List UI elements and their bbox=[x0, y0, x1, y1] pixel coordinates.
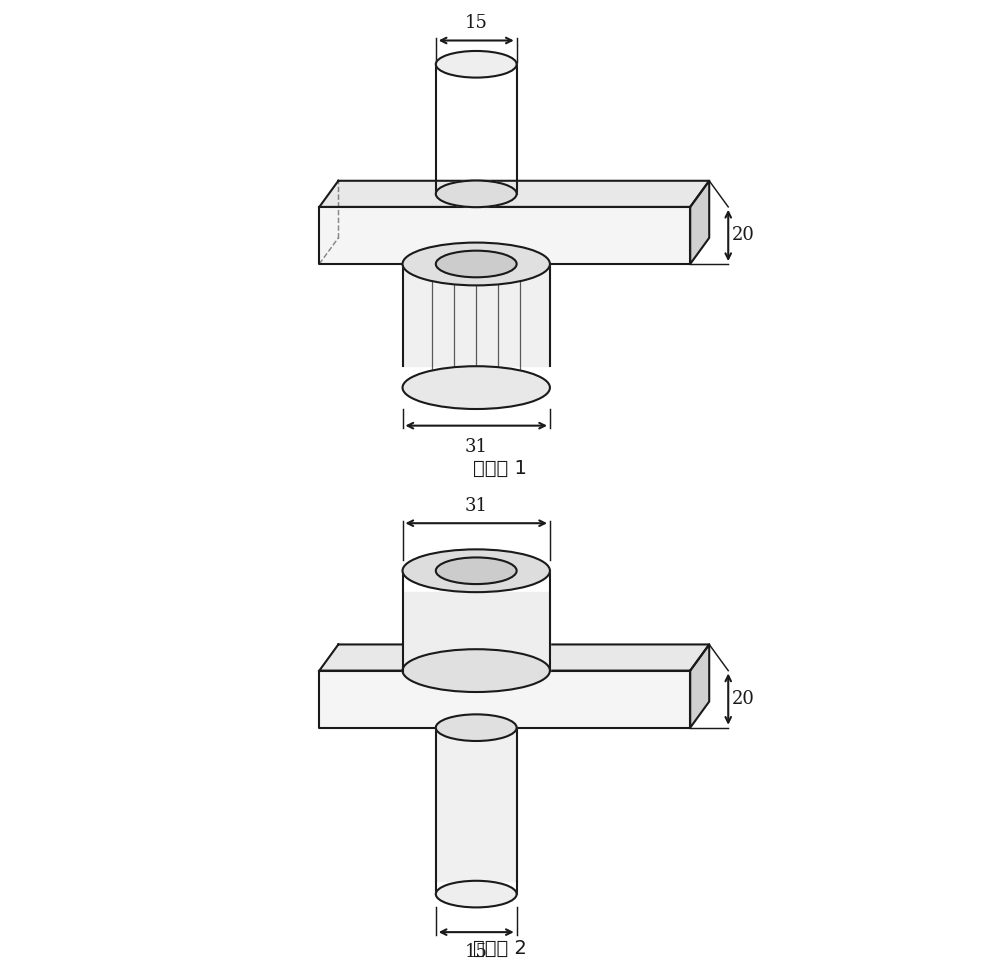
Text: 20: 20 bbox=[732, 691, 755, 708]
Ellipse shape bbox=[403, 549, 550, 592]
Text: 剥视图 1: 剥视图 1 bbox=[473, 459, 527, 478]
Polygon shape bbox=[319, 671, 690, 728]
Polygon shape bbox=[403, 592, 550, 671]
Text: 31: 31 bbox=[465, 497, 488, 514]
Ellipse shape bbox=[403, 243, 550, 285]
Polygon shape bbox=[319, 206, 690, 264]
Ellipse shape bbox=[436, 880, 517, 908]
Polygon shape bbox=[690, 181, 709, 264]
Text: 31: 31 bbox=[465, 437, 488, 456]
Text: 剥视图 2: 剥视图 2 bbox=[473, 939, 527, 958]
Ellipse shape bbox=[436, 557, 517, 584]
Ellipse shape bbox=[403, 366, 550, 409]
Ellipse shape bbox=[436, 51, 517, 78]
Text: 15: 15 bbox=[465, 943, 488, 960]
Ellipse shape bbox=[436, 250, 517, 278]
Ellipse shape bbox=[436, 180, 517, 207]
Ellipse shape bbox=[403, 650, 550, 692]
Polygon shape bbox=[319, 181, 709, 206]
Text: 15: 15 bbox=[465, 14, 488, 32]
Ellipse shape bbox=[436, 714, 517, 741]
Polygon shape bbox=[690, 645, 709, 728]
Text: 20: 20 bbox=[732, 226, 755, 244]
Polygon shape bbox=[403, 264, 550, 366]
Polygon shape bbox=[436, 728, 517, 880]
Polygon shape bbox=[319, 645, 709, 671]
